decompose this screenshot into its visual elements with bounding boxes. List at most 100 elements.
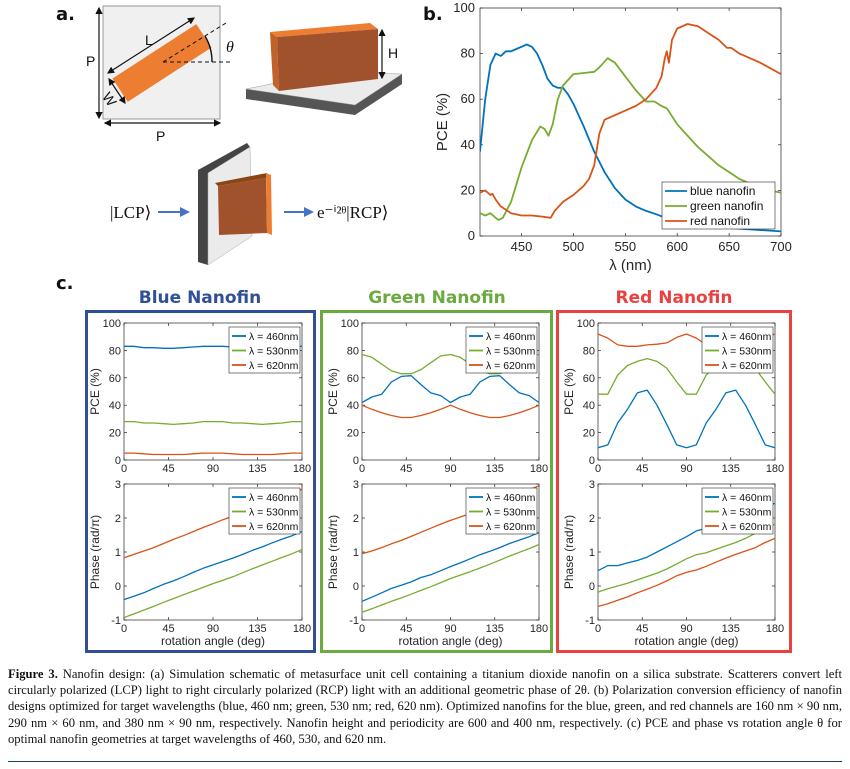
angle-label: θ bbox=[226, 39, 234, 56]
y-tick-label: 2 bbox=[353, 513, 359, 525]
y-tick-label: 80 bbox=[109, 345, 121, 357]
y-tick-label: 40 bbox=[461, 137, 475, 152]
y-axis-label: PCE (%) bbox=[88, 368, 102, 415]
legend-label: λ = 460nm bbox=[486, 331, 536, 343]
x-tick-label: 45 bbox=[400, 463, 412, 475]
legend-label: λ = 460nm bbox=[249, 331, 299, 343]
blue-nanofin-title: Blue Nanofin bbox=[139, 288, 262, 308]
legend-label: red nanofin bbox=[690, 214, 750, 228]
x-tick-label: 450 bbox=[511, 239, 533, 254]
x-tick-label: 90 bbox=[444, 463, 456, 475]
series-line-green-nanofin bbox=[480, 57, 781, 221]
x-tick-label: 0 bbox=[121, 623, 127, 635]
x-tick-label: 90 bbox=[207, 623, 219, 635]
unit-cell-top-view: L W θ P P bbox=[86, 5, 234, 144]
series-line--530nm bbox=[362, 543, 539, 613]
panel-label-a: a. bbox=[56, 4, 75, 25]
x-tick-label: 90 bbox=[444, 623, 456, 635]
x-tick-label: 45 bbox=[636, 623, 648, 635]
y-tick-label: 1 bbox=[353, 547, 359, 559]
figure-graphic: a. L W θ P P H |LCP⟩ e⁻ⁱ²ᶿ|RCP⟩ b. bbox=[56, 0, 792, 653]
y-axis-label: Phase (rad/π) bbox=[88, 515, 102, 589]
series-line--620nm bbox=[124, 452, 302, 456]
legend-label: λ = 530nm bbox=[722, 346, 772, 358]
legend-label: λ = 530nm bbox=[486, 346, 536, 358]
legend-label: λ = 620nm bbox=[722, 521, 772, 533]
legend: λ = 460nm λ = 530nm λ = 620nm bbox=[228, 326, 301, 374]
figure-caption: Figure 3. Nanofin design: (a) Simulation… bbox=[8, 666, 842, 747]
y-axis-label: PCE (%) bbox=[434, 93, 451, 151]
x-tick-label: 180 bbox=[766, 623, 784, 635]
y-tick-label: 20 bbox=[583, 428, 595, 440]
red-nanofin-frame bbox=[556, 310, 792, 653]
x-tick-label: 45 bbox=[162, 463, 174, 475]
x-tick-label: 650 bbox=[718, 239, 740, 254]
nanofin-front-face bbox=[277, 29, 378, 91]
x-tick-label: 135 bbox=[248, 623, 266, 635]
x-tick-label: 135 bbox=[486, 623, 504, 635]
legend-label: λ = 460nm bbox=[486, 492, 536, 504]
x-axis-label: rotation angle (deg) bbox=[161, 634, 265, 648]
series-line-blue-nanofin bbox=[480, 43, 781, 233]
legend: λ = 460nm λ = 530nm λ = 620nm bbox=[228, 487, 301, 535]
width-arrow bbox=[108, 78, 126, 104]
x-tick-label: 45 bbox=[636, 463, 648, 475]
polarization-conversion-diagram: |LCP⟩ e⁻ⁱ²ᶿ|RCP⟩ bbox=[110, 143, 388, 266]
y-tick-label: 0 bbox=[353, 581, 359, 593]
y-tick-label: 80 bbox=[347, 345, 359, 357]
y-tick-label: 100 bbox=[341, 318, 359, 330]
x-axis-label: λ (nm) bbox=[609, 257, 652, 274]
angle-arc bbox=[204, 35, 213, 63]
legend-label: λ = 460nm bbox=[249, 492, 299, 504]
series-line--620nm bbox=[598, 537, 775, 608]
green-nanofin-frame bbox=[320, 310, 553, 653]
x-tick-label: 135 bbox=[486, 463, 504, 475]
y-tick-label: 0 bbox=[115, 455, 121, 467]
legend-label: λ = 530nm bbox=[249, 346, 299, 358]
legend: λ = 460nm λ = 530nm λ = 620nm bbox=[465, 326, 538, 374]
period-label-vertical: P bbox=[86, 53, 95, 69]
x-tick-label: 135 bbox=[722, 463, 740, 475]
y-tick-label: 0 bbox=[468, 228, 475, 243]
y-tick-label: 0 bbox=[589, 581, 595, 593]
y-tick-label: 2 bbox=[589, 513, 595, 525]
x-tick-label: 180 bbox=[293, 623, 311, 635]
y-tick-label: 20 bbox=[461, 182, 475, 197]
nanofin-axis-dashed bbox=[162, 22, 227, 63]
input-state-label: |LCP⟩ bbox=[110, 203, 151, 222]
y-tick-label: 2 bbox=[115, 513, 121, 525]
series-line--460nm bbox=[362, 532, 539, 602]
nanofin-side-face bbox=[266, 173, 272, 235]
y-axis-label: Phase (rad/π) bbox=[326, 515, 340, 589]
x-tick-label: 90 bbox=[680, 623, 692, 635]
y-tick-label: 1 bbox=[115, 547, 121, 559]
series-line--530nm bbox=[598, 523, 775, 593]
red-nanofin-title: Red Nanofin bbox=[616, 288, 733, 308]
x-tick-label: 45 bbox=[400, 623, 412, 635]
y-tick-label: 60 bbox=[347, 373, 359, 385]
length-arrow bbox=[106, 17, 196, 74]
panel-label-b: b. bbox=[423, 4, 443, 25]
x-tick-label: 0 bbox=[121, 463, 127, 475]
legend: λ = 460nm λ = 530nm λ = 620nm bbox=[701, 487, 774, 535]
legend-label: green nanofin bbox=[690, 199, 763, 213]
series-line-red-nanofin bbox=[480, 23, 781, 219]
pce-vs-wavelength-chart: 450 500 550 600 650 700 0 20 40 60 80 100 λ (nm) PCE … bbox=[434, 0, 792, 274]
x-tick-label: 0 bbox=[595, 463, 601, 475]
legend-label: λ = 620nm bbox=[486, 521, 536, 533]
output-state-label: e⁻ⁱ²ᶿ|RCP⟩ bbox=[317, 203, 388, 222]
green-nanofin-title: Green Nanofin bbox=[368, 288, 506, 308]
x-tick-label: 90 bbox=[207, 463, 219, 475]
y-tick-label: 0 bbox=[353, 455, 359, 467]
nanofin-top-face bbox=[215, 173, 267, 186]
y-tick-label: -1 bbox=[585, 615, 595, 627]
legend-label: λ = 530nm bbox=[722, 507, 772, 519]
x-tick-label: 180 bbox=[766, 463, 784, 475]
length-label: L bbox=[145, 32, 153, 48]
y-tick-label: 20 bbox=[109, 428, 121, 440]
legend-label: λ = 460nm bbox=[722, 492, 772, 504]
panel-label-c: c. bbox=[56, 273, 74, 294]
y-tick-label: 60 bbox=[461, 91, 475, 106]
y-tick-label: 20 bbox=[347, 428, 359, 440]
